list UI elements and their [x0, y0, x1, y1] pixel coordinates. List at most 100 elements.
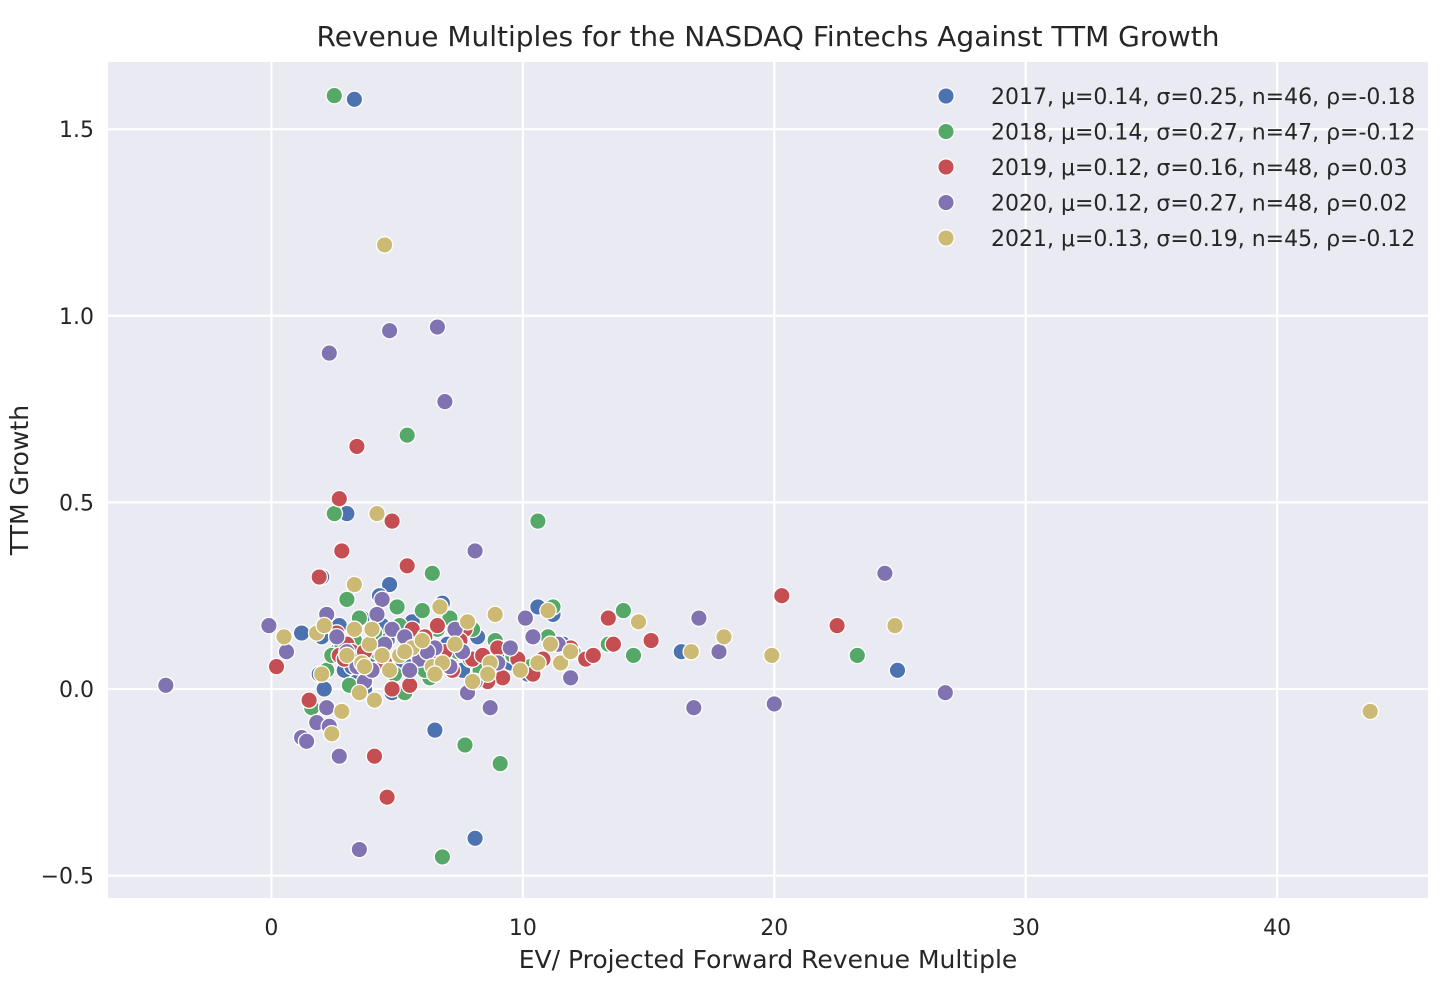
data-point-2021 — [380, 661, 399, 680]
data-point-2020 — [428, 318, 447, 336]
data-point-2018 — [491, 754, 510, 773]
data-point-2021 — [431, 598, 449, 616]
legend: 2017, μ=0.14, σ=0.25, n=46, ρ=-0.18 2018,… — [937, 85, 1415, 252]
x-tick-label: 30 — [1012, 916, 1040, 941]
data-point-2021 — [363, 620, 381, 639]
data-point-2020 — [277, 642, 296, 661]
ticks: 0 10 20 30 40 −0.5 0.0 0.5 1.0 1.5 — [41, 118, 1292, 941]
data-point-2019 — [584, 646, 603, 665]
data-point-2017 — [315, 680, 334, 698]
data-point-2021 — [629, 612, 648, 631]
data-point-2020 — [327, 627, 346, 646]
data-point-2017 — [466, 829, 484, 848]
data-point-2020 — [436, 392, 454, 411]
data-point-2020 — [561, 668, 580, 687]
data-point-2020 — [466, 542, 484, 560]
data-point-2021 — [511, 661, 530, 680]
data-point-2019 — [267, 657, 286, 676]
data-point-2019 — [365, 747, 384, 766]
legend-marker-2020 — [937, 193, 955, 212]
x-tick-label: 10 — [509, 916, 537, 941]
data-point-2021 — [529, 654, 547, 672]
data-point-2021 — [458, 612, 477, 631]
data-point-2020 — [710, 642, 728, 661]
data-point-2020 — [765, 695, 784, 713]
data-point-2021 — [275, 627, 293, 646]
data-point-2020 — [368, 605, 386, 624]
data-point-2018 — [529, 512, 547, 530]
data-point-2021 — [551, 654, 570, 672]
data-point-2020 — [501, 639, 520, 657]
data-point-2020 — [690, 609, 708, 627]
data-point-2018 — [848, 646, 867, 665]
data-point-2018 — [614, 601, 633, 620]
x-tick-label: 40 — [1263, 916, 1291, 941]
legend-label-2017: 2017, μ=0.14, σ=0.25, n=46, ρ=-0.18 — [991, 85, 1415, 110]
data-point-2017 — [888, 661, 907, 680]
data-point-2019 — [428, 616, 447, 635]
data-point-2017 — [380, 575, 399, 594]
data-point-2018 — [423, 564, 442, 583]
data-point-2021 — [886, 616, 904, 635]
data-point-2021 — [322, 724, 341, 743]
data-point-2018 — [413, 601, 432, 620]
data-point-2021 — [539, 601, 557, 620]
data-point-2019 — [383, 512, 401, 530]
data-point-2021 — [395, 642, 414, 661]
data-point-2018 — [325, 504, 344, 523]
data-point-2020 — [330, 747, 349, 766]
data-point-2021 — [375, 236, 394, 254]
data-point-2020 — [876, 564, 894, 583]
data-point-2020 — [936, 683, 955, 702]
data-point-2020 — [350, 840, 369, 859]
data-point-2019 — [310, 568, 329, 586]
data-point-2021 — [413, 631, 432, 650]
legend-marker-2019 — [937, 158, 955, 176]
data-point-2020 — [260, 616, 278, 635]
data-point-2020 — [317, 698, 336, 717]
data-point-2021 — [682, 642, 701, 661]
data-point-2021 — [350, 683, 369, 702]
y-axis-label: TTM Growth — [5, 405, 34, 556]
data-point-2021 — [355, 657, 374, 676]
data-point-2017 — [292, 624, 311, 642]
data-point-2020 — [684, 698, 703, 717]
plot-background — [108, 62, 1428, 898]
data-point-2019 — [330, 489, 349, 508]
data-point-2020 — [481, 698, 500, 717]
data-point-2020 — [156, 676, 175, 695]
data-point-2021 — [332, 702, 351, 721]
data-point-2019 — [378, 788, 396, 807]
data-point-2019 — [398, 556, 417, 575]
data-point-2019 — [772, 586, 791, 605]
data-point-2020 — [380, 321, 399, 340]
data-point-2020 — [297, 732, 316, 751]
data-point-2018 — [398, 426, 417, 445]
chart-title: Revenue Multiples for the NASDAQ Fintech… — [317, 20, 1220, 53]
data-point-2019 — [348, 437, 366, 456]
data-point-2019 — [642, 631, 660, 650]
data-point-2021 — [1361, 702, 1380, 721]
series-2021 — [275, 236, 1380, 743]
data-point-2020 — [524, 627, 542, 646]
y-tick-label: 1.0 — [59, 305, 94, 330]
legend-marker-2017 — [937, 87, 955, 105]
data-point-2021 — [368, 504, 386, 523]
data-point-2019 — [604, 635, 623, 654]
data-point-2021 — [338, 646, 356, 665]
x-axis-label: EV/ Projected Forward Revenue Multiple — [519, 945, 1018, 974]
data-point-2017 — [426, 721, 444, 739]
y-tick-label: 0.5 — [59, 491, 94, 516]
data-point-2018 — [338, 590, 356, 609]
data-point-2021 — [312, 665, 331, 683]
legend-marker-2021 — [937, 229, 955, 247]
x-tick-label: 0 — [264, 916, 278, 941]
data-point-2021 — [762, 646, 781, 665]
data-point-2021 — [373, 646, 391, 665]
data-point-2018 — [388, 598, 406, 616]
data-point-2019 — [383, 680, 401, 698]
data-points — [156, 86, 1380, 866]
data-point-2017 — [345, 90, 364, 109]
x-tick-label: 20 — [760, 916, 788, 941]
